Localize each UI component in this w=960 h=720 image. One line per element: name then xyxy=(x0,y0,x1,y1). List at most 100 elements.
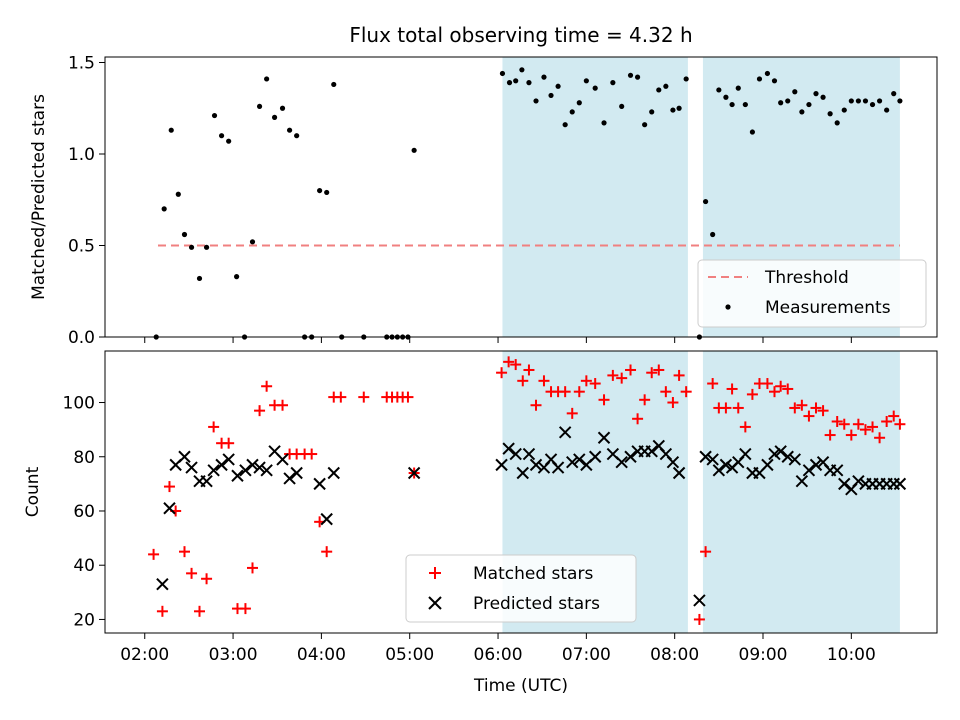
measurement-point xyxy=(562,122,568,128)
count-xtick-label: 07:00 xyxy=(562,645,611,665)
measurement-point xyxy=(583,78,589,84)
measurement-point xyxy=(876,98,883,104)
predicted-star-marker xyxy=(522,447,536,461)
matched-star-marker xyxy=(598,394,610,406)
measurement-point xyxy=(555,83,561,89)
predicted-star-marker xyxy=(838,477,851,491)
measurement-point xyxy=(764,70,771,77)
matched-star-marker xyxy=(402,391,414,403)
chart-title: Flux total observing time = 4.32 h xyxy=(349,23,692,47)
legend-matched-label: Matched stars xyxy=(473,564,593,584)
measurement-point xyxy=(862,98,869,104)
matched-star-marker xyxy=(874,432,886,444)
predicted-star-marker xyxy=(645,445,658,458)
measurement-point xyxy=(519,67,525,73)
matched-star-marker xyxy=(589,378,601,390)
matched-star-marker xyxy=(768,386,780,398)
count-xtick-label: 06:00 xyxy=(474,645,523,665)
measurement-point xyxy=(513,78,519,84)
matched-star-marker xyxy=(639,394,651,406)
matched-star-marker xyxy=(831,416,843,427)
measurement-point xyxy=(256,103,263,110)
predicted-star-marker xyxy=(222,453,235,466)
count-x-ticks: 02:00 03:00 04:00 05:00 06:00 07:00 08:00 09:00… xyxy=(120,633,876,665)
legend-predicted-label: Predicted stars xyxy=(473,594,600,614)
predicted-star-marker xyxy=(830,464,844,477)
matched-star-marker xyxy=(496,367,508,379)
matched-star-marker xyxy=(680,386,692,398)
matched-star-marker xyxy=(510,359,522,371)
measurement-point xyxy=(249,239,256,245)
matched-star-marker xyxy=(894,418,906,430)
predicted-star-marker xyxy=(239,464,252,477)
matched-star-marker xyxy=(517,375,529,387)
measurement-point xyxy=(188,244,195,250)
measurement-point xyxy=(533,98,539,104)
ratio-y-ticks: 0.0 0.5 1.0 1.5 xyxy=(68,53,105,348)
count-legend: Matched stars Predicted stars xyxy=(405,554,637,623)
predicted-star-marker xyxy=(320,512,333,526)
measurement-point xyxy=(855,98,861,104)
measurement-point xyxy=(548,92,554,99)
predicted-star-marker xyxy=(185,461,198,474)
predicted-star-marker xyxy=(246,458,259,472)
predicted-star-marker xyxy=(781,450,794,463)
count-xtick-label: 04:00 xyxy=(297,645,346,665)
predicted-star-marker xyxy=(693,594,706,607)
matched-star-marker xyxy=(845,429,857,441)
predicted-star-marker xyxy=(495,458,508,472)
matched-star-marker xyxy=(693,613,705,625)
matched-star-marker xyxy=(523,364,535,376)
measurement-point xyxy=(649,109,655,115)
predicted-star-marker xyxy=(719,458,733,472)
measurement-point xyxy=(331,81,337,88)
count-ytick-label: 80 xyxy=(73,448,95,468)
measurement-point xyxy=(211,112,218,119)
ratio-ytick-label: 1.0 xyxy=(68,145,95,165)
measurement-point xyxy=(676,105,682,111)
legend-threshold-label: Threshold xyxy=(764,268,849,288)
predicted-star-marker xyxy=(558,426,572,439)
matched-star-marker xyxy=(852,418,864,430)
predicted-star-marker xyxy=(774,445,787,458)
predicted-star-marker xyxy=(893,477,907,491)
matched-star-marker xyxy=(881,416,893,427)
predicted-star-marker xyxy=(852,474,865,488)
predicted-star-marker xyxy=(163,502,176,515)
predicted-star-marker xyxy=(706,453,719,466)
ratio-ytick-label: 0.5 xyxy=(68,236,95,256)
predicted-star-marker xyxy=(260,464,273,477)
matched-star-marker xyxy=(335,391,347,403)
matched-star-marker xyxy=(803,410,815,422)
measurement-point xyxy=(702,198,709,205)
predicted-star-marker xyxy=(802,464,816,477)
measurement-point xyxy=(499,70,506,77)
predicted-star-marker xyxy=(615,455,628,469)
matched-star-marker xyxy=(503,356,515,368)
measurement-point xyxy=(799,109,805,115)
measurement-point xyxy=(742,101,748,108)
count-ytick-label: 40 xyxy=(73,556,95,576)
matched-star-marker xyxy=(789,402,801,414)
ratio-axes-frame xyxy=(104,56,938,338)
measurement-point xyxy=(749,129,756,135)
count-xtick-label: 05:00 xyxy=(385,645,434,665)
measurement-point xyxy=(294,133,300,139)
predicted-star-marker xyxy=(231,469,244,482)
measurement-point xyxy=(642,122,648,128)
measurement-point xyxy=(785,98,791,104)
predicted-star-marker xyxy=(761,458,774,472)
predicted-star-marker xyxy=(672,466,686,480)
predicted-star-marker xyxy=(502,442,515,455)
legend-measurements-label: Measurements xyxy=(765,298,891,318)
matched-star-marker xyxy=(616,372,628,384)
predicted-star-marker xyxy=(551,461,565,474)
matched-star-marker xyxy=(817,405,829,417)
count-ytick-label: 100 xyxy=(63,394,95,414)
matched-star-marker xyxy=(277,399,289,411)
matched-star-marker xyxy=(859,424,871,436)
measurement-point xyxy=(576,100,582,106)
predicted-star-marker xyxy=(283,472,296,485)
measurement-point xyxy=(411,147,417,153)
matched-star-marker xyxy=(824,429,836,441)
